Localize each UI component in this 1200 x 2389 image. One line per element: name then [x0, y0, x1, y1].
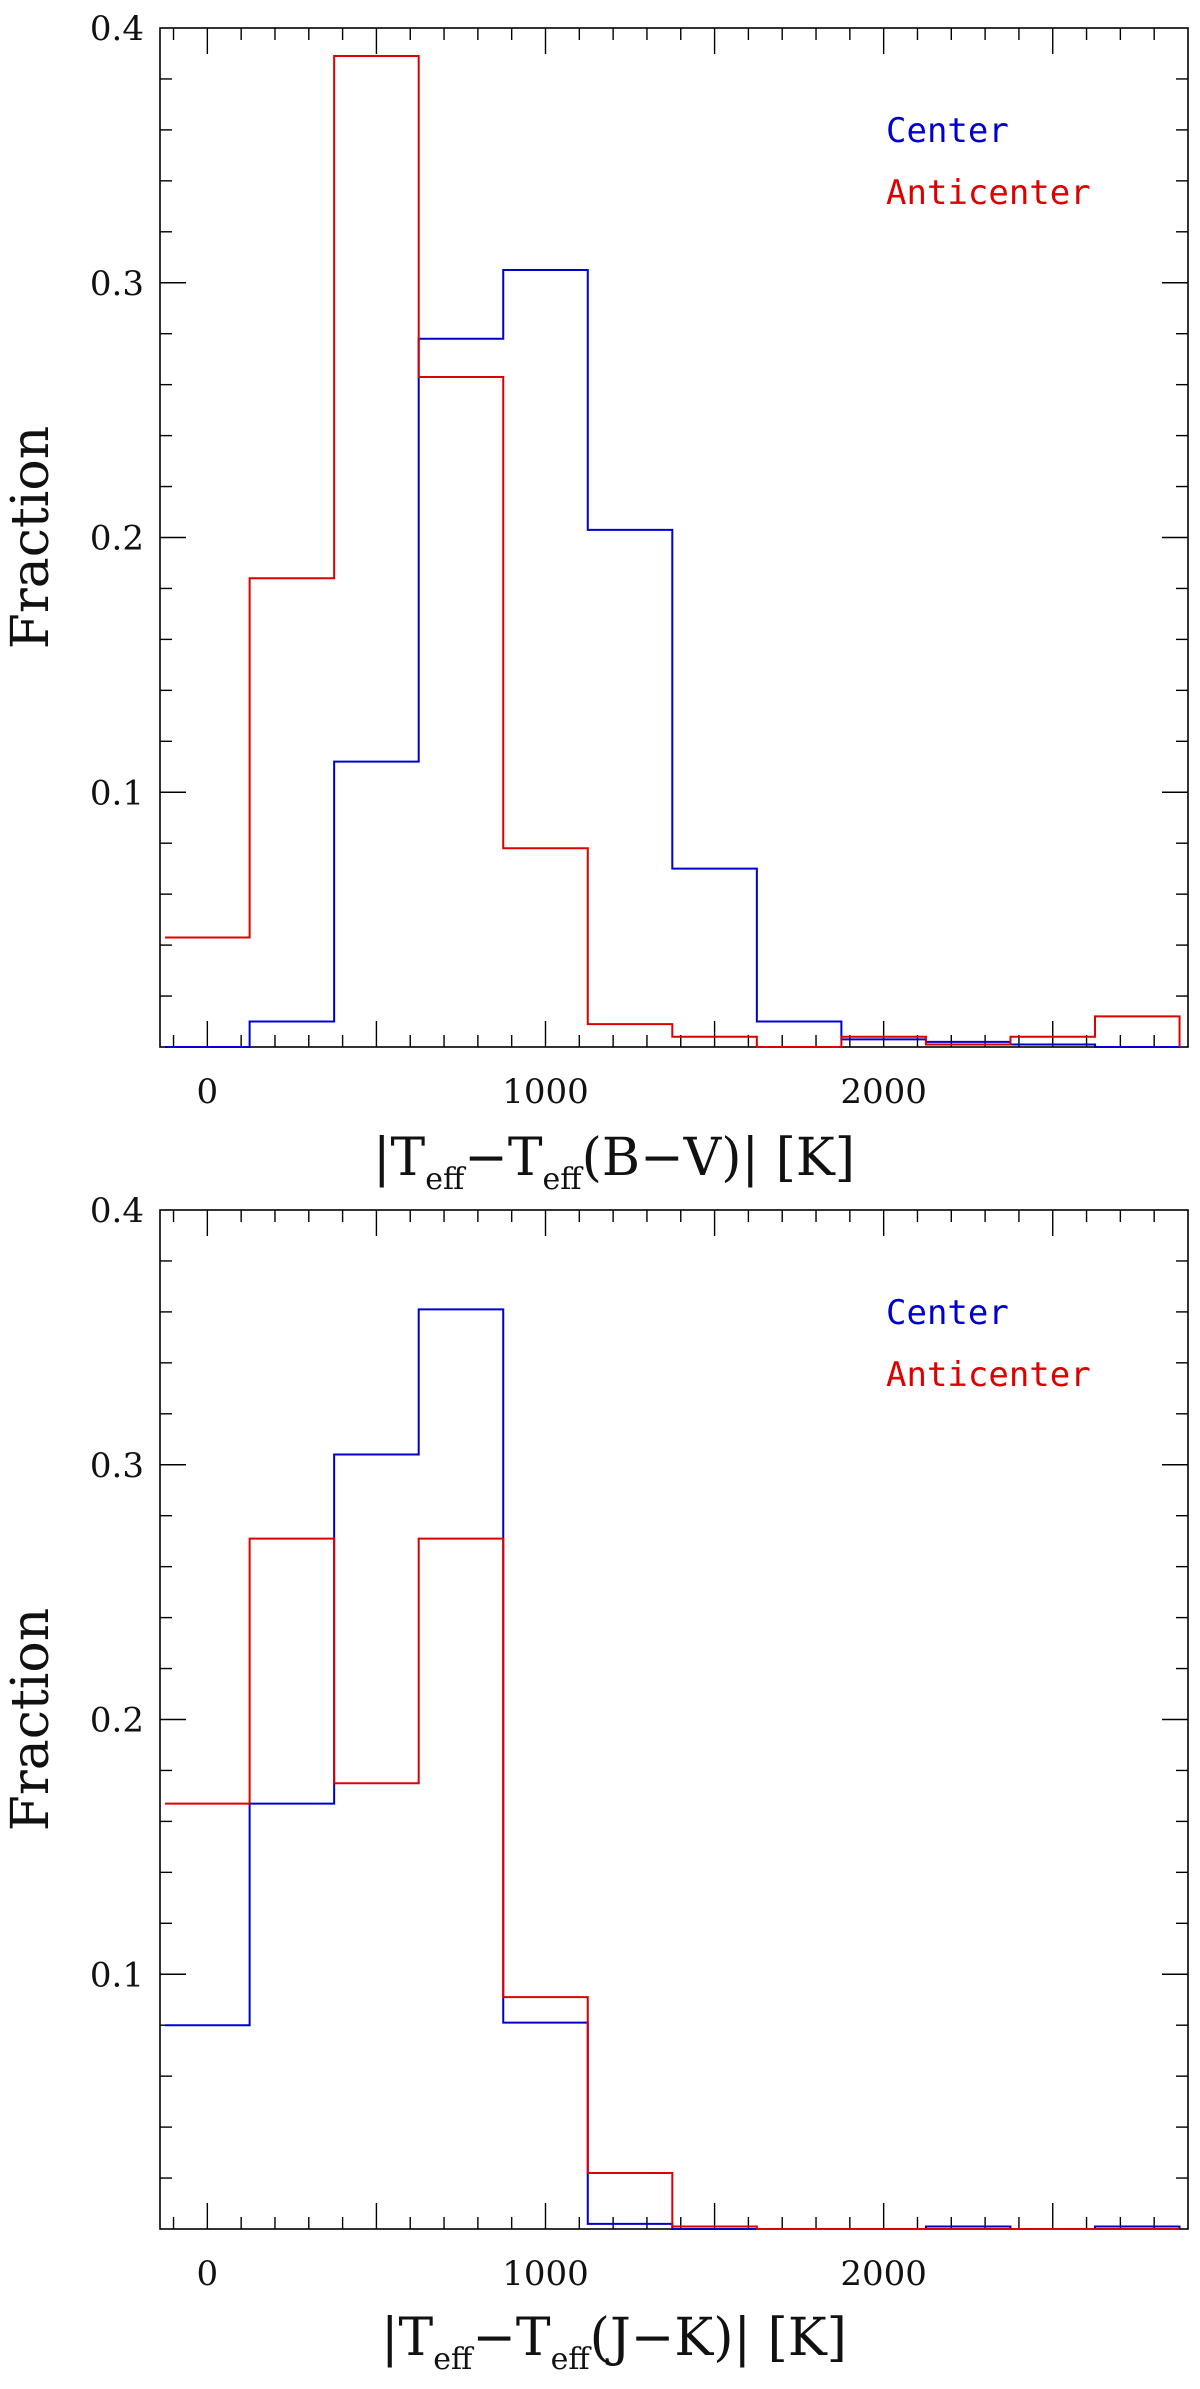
x-tick-label: 0 — [197, 1072, 219, 1112]
series-anticenter — [165, 1539, 1179, 2229]
x-axis-title-part: (B−V)| [K] — [582, 1128, 855, 1188]
y-tick-label: 0.1 — [90, 1955, 144, 1995]
x-axis-title-part: −T — [464, 1128, 543, 1188]
y-axis-title: Fraction — [1, 1608, 61, 1831]
x-axis-title-part: |T — [381, 2308, 434, 2368]
x-axis-title-subscript: eff — [543, 1162, 585, 1197]
x-axis-title-part: |T — [373, 1128, 426, 1188]
series-line-anticenter — [165, 1539, 1179, 2229]
x-axis-title-part: −T — [472, 2308, 551, 2368]
x-tick-label: 2000 — [840, 1072, 927, 1112]
series-center — [165, 270, 1179, 1047]
x-tick-label: 0 — [197, 2254, 219, 2294]
series-line-center — [165, 1309, 1179, 2229]
x-tick-label: 1000 — [502, 2254, 589, 2294]
y-tick-label: 0.1 — [90, 773, 144, 813]
chart-panel-2: 0 1000 2000 0.1 0.2 0.3 0.4 Center Anticenter Fra… — [1, 1191, 1188, 2377]
y-tick-label: 0.4 — [90, 1191, 144, 1231]
x-axis-title-subscript: eff — [425, 1162, 467, 1197]
y-tick-label: 0.3 — [90, 1446, 144, 1486]
series-center — [165, 1309, 1179, 2229]
legend-center: Center — [886, 111, 1009, 151]
x-tick-label: 1000 — [502, 1072, 589, 1112]
x-axis-title-part: (J−K)| [K] — [590, 2308, 847, 2368]
y-tick-label: 0.4 — [90, 9, 144, 49]
x-tick-label: 2000 — [840, 2254, 927, 2294]
x-axis-title: |Teff−Teff(B−V)| [K] — [373, 1128, 855, 1197]
legend-anticenter: Anticenter — [886, 173, 1091, 213]
series-line-center — [165, 270, 1179, 1047]
x-axis-title: |Teff−Teff(J−K)| [K] — [381, 2308, 847, 2377]
legend-anticenter: Anticenter — [886, 1355, 1091, 1395]
x-axis-title-subscript: eff — [551, 2342, 593, 2377]
legend-center: Center — [886, 1293, 1009, 1333]
chart-panel-1: 0 1000 2000 0.1 0.2 0.3 0.4 Center Anticenter Fra… — [1, 9, 1188, 1197]
x-axis-title-subscript: eff — [433, 2342, 475, 2377]
y-tick-label: 0.2 — [90, 1701, 144, 1741]
y-tick-label: 0.3 — [90, 264, 144, 304]
y-tick-label: 0.2 — [90, 519, 144, 559]
y-axis-title: Fraction — [1, 426, 61, 649]
